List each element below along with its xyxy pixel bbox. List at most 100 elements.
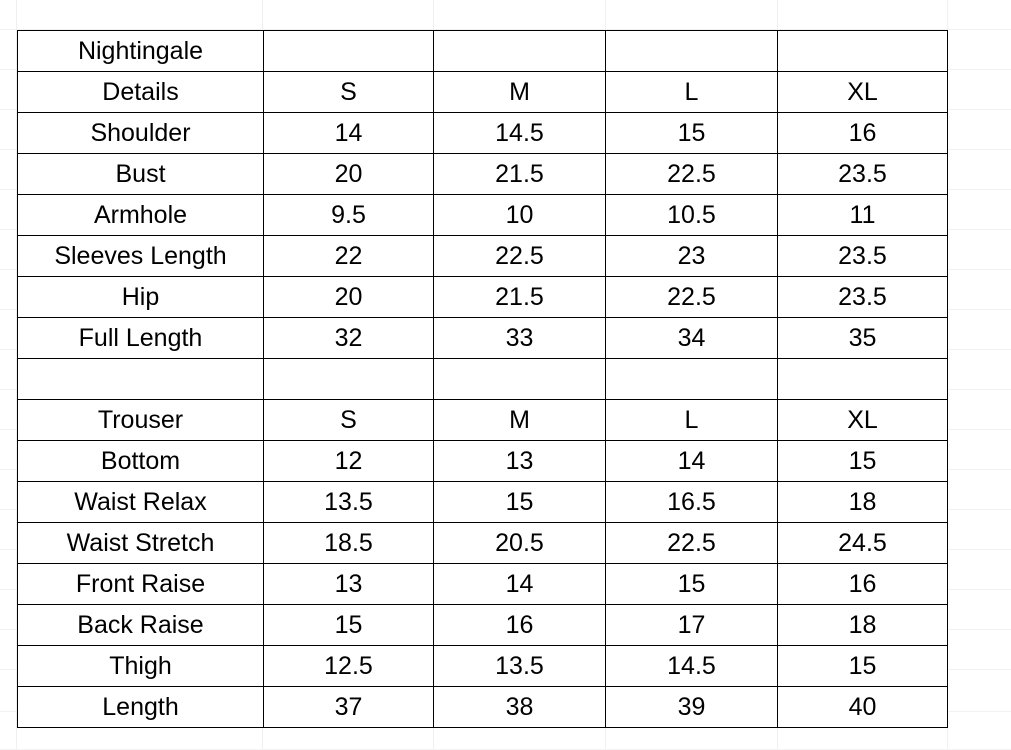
- measurement-value-cell: 21.5: [433, 276, 606, 318]
- sheet-gridline-horizontal: [0, 29, 1011, 30]
- measurement-label-cell: Armhole: [17, 194, 264, 236]
- measurement-value-cell: 10.5: [605, 194, 778, 236]
- measurement-value-cell: 22.5: [605, 522, 778, 564]
- measurement-value-cell: 16.5: [605, 481, 778, 523]
- measurement-value-cell: 24.5: [777, 522, 948, 564]
- measurement-value-cell: 20: [263, 276, 434, 318]
- measurement-value-cell: 23.5: [777, 153, 948, 195]
- spacer-label-cell: [17, 358, 264, 400]
- measurement-value-cell: 34: [605, 317, 778, 359]
- table-header-row: Trouser S M L XL: [17, 399, 948, 441]
- measurement-value-cell: 21.5: [433, 153, 606, 195]
- measurement-value-cell: 38: [433, 686, 606, 728]
- measurement-value-cell: 32: [263, 317, 434, 359]
- table-spacer-row: [17, 358, 948, 400]
- brand-row-filler-cell: [777, 30, 948, 72]
- measurement-label-cell: Shoulder: [17, 112, 264, 154]
- measurement-label-cell: Front Raise: [17, 563, 264, 605]
- column-header-size-s: S: [263, 399, 434, 441]
- measurement-value-cell: 15: [605, 563, 778, 605]
- measurement-value-cell: 18: [777, 481, 948, 523]
- brand-row-filler-cell: [263, 30, 434, 72]
- spacer-value-cell: [605, 358, 778, 400]
- measurement-value-cell: 23.5: [777, 276, 948, 318]
- measurement-value-cell: 16: [433, 604, 606, 646]
- measurement-value-cell: 20.5: [433, 522, 606, 564]
- measurement-value-cell: 9.5: [263, 194, 434, 236]
- measurement-value-cell: 15: [433, 481, 606, 523]
- measurement-value-cell: 35: [777, 317, 948, 359]
- measurement-value-cell: 33: [433, 317, 606, 359]
- measurement-value-cell: 12: [263, 440, 434, 482]
- table-header-row: Details S M L XL: [17, 71, 948, 113]
- sheet-gridline-vertical: [947, 0, 948, 749]
- measurement-value-cell: 40: [777, 686, 948, 728]
- measurement-label-cell: Bottom: [17, 440, 264, 482]
- spacer-value-cell: [777, 358, 948, 400]
- spacer-value-cell: [263, 358, 434, 400]
- measurement-label-cell: Hip: [17, 276, 264, 318]
- measurement-value-cell: 12.5: [263, 645, 434, 687]
- measurement-value-cell: 13.5: [263, 481, 434, 523]
- column-header-size-m: M: [433, 399, 606, 441]
- measurement-label-cell: Thigh: [17, 645, 264, 687]
- measurement-value-cell: 18: [777, 604, 948, 646]
- table-row: Front Raise 13 14 15 16: [17, 563, 948, 605]
- size-chart-table: Nightingale Details S M L XL Shoulder 14 14.5 15 1…: [17, 30, 948, 728]
- measurement-value-cell: 13: [263, 563, 434, 605]
- measurement-value-cell: 15: [777, 645, 948, 687]
- table-row: Sleeves Length 22 22.5 23 23.5: [17, 235, 948, 277]
- table-row: Bottom 12 13 14 15: [17, 440, 948, 482]
- measurement-label-cell: Back Raise: [17, 604, 264, 646]
- measurement-value-cell: 16: [777, 563, 948, 605]
- table-row: Armhole 9.5 10 10.5 11: [17, 194, 948, 236]
- measurement-value-cell: 15: [777, 440, 948, 482]
- column-header-details: Details: [17, 71, 264, 113]
- column-header-size-l: L: [605, 71, 778, 113]
- measurement-value-cell: 14: [433, 563, 606, 605]
- measurement-value-cell: 22.5: [605, 153, 778, 195]
- measurement-value-cell: 14.5: [605, 645, 778, 687]
- table-row: Thigh 12.5 13.5 14.5 15: [17, 645, 948, 687]
- measurement-label-cell: Waist Relax: [17, 481, 264, 523]
- measurement-value-cell: 13.5: [433, 645, 606, 687]
- measurement-value-cell: 11: [777, 194, 948, 236]
- table-row: Length 37 38 39 40: [17, 686, 948, 728]
- measurement-label-cell: Full Length: [17, 317, 264, 359]
- column-header-details: Trouser: [17, 399, 264, 441]
- column-header-size-xl: XL: [777, 399, 948, 441]
- measurement-value-cell: 10: [433, 194, 606, 236]
- table-row: Shoulder 14 14.5 15 16: [17, 112, 948, 154]
- column-header-size-l: L: [605, 399, 778, 441]
- table-row: Waist Stretch 18.5 20.5 22.5 24.5: [17, 522, 948, 564]
- measurement-value-cell: 16: [777, 112, 948, 154]
- measurement-value-cell: 39: [605, 686, 778, 728]
- measurement-value-cell: 37: [263, 686, 434, 728]
- measurement-value-cell: 14: [605, 440, 778, 482]
- brand-title-row: Nightingale: [17, 30, 948, 72]
- brand-row-filler-cell: [433, 30, 606, 72]
- table-row: Full Length 32 33 34 35: [17, 317, 948, 359]
- table-row: Bust 20 21.5 22.5 23.5: [17, 153, 948, 195]
- measurement-value-cell: 15: [605, 112, 778, 154]
- measurement-value-cell: 20: [263, 153, 434, 195]
- column-header-size-m: M: [433, 71, 606, 113]
- column-header-size-xl: XL: [777, 71, 948, 113]
- measurement-value-cell: 13: [433, 440, 606, 482]
- sheet-gridline-vertical: [16, 0, 17, 749]
- brand-name: Nightingale: [17, 30, 264, 72]
- measurement-value-cell: 14: [263, 112, 434, 154]
- measurement-value-cell: 23: [605, 235, 778, 277]
- measurement-label-cell: Bust: [17, 153, 264, 195]
- measurement-value-cell: 18.5: [263, 522, 434, 564]
- table-row: Back Raise 15 16 17 18: [17, 604, 948, 646]
- brand-row-filler-cell: [605, 30, 778, 72]
- table-row: Waist Relax 13.5 15 16.5 18: [17, 481, 948, 523]
- measurement-value-cell: 15: [263, 604, 434, 646]
- column-header-size-s: S: [263, 71, 434, 113]
- measurement-value-cell: 22.5: [605, 276, 778, 318]
- measurement-label-cell: Length: [17, 686, 264, 728]
- measurement-value-cell: 17: [605, 604, 778, 646]
- measurement-label-cell: Waist Stretch: [17, 522, 264, 564]
